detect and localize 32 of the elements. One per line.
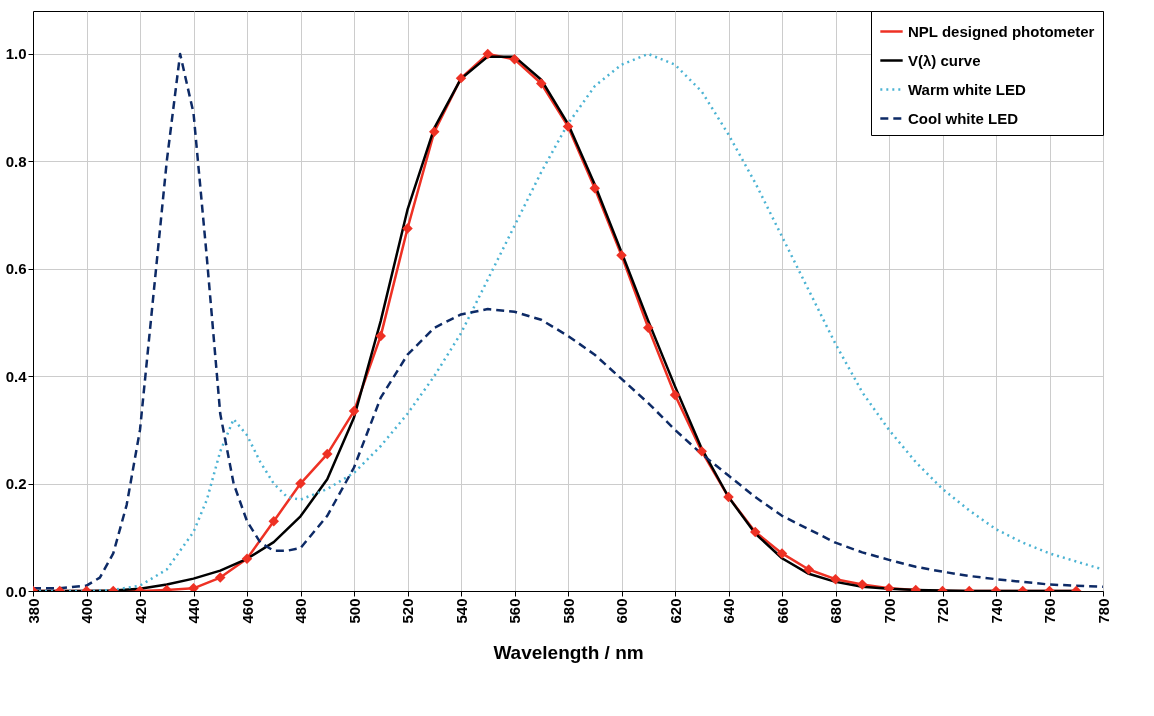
x-tick-label: 620 [666, 598, 684, 624]
x-tick-label: 640 [720, 598, 737, 624]
y-tick-label: 0.0 [5, 582, 27, 600]
legend-label: Warm white LED [908, 80, 1026, 98]
x-tick-label: 780 [1094, 598, 1112, 624]
y-tick-label: 0.2 [5, 475, 27, 493]
y-tick-label: 0.8 [5, 152, 27, 170]
x-tick-label: 420 [131, 598, 149, 624]
x-tick-label: 740 [987, 598, 1005, 624]
x-tick-label: 720 [934, 598, 951, 624]
x-axis-title: Wavelength / nm [493, 641, 644, 663]
x-tick-label: 440 [185, 598, 202, 624]
x-tick-label: 480 [292, 598, 309, 624]
x-tick-label: 660 [773, 598, 791, 624]
x-tick-label: 520 [399, 598, 416, 624]
x-tick-label: 580 [559, 598, 577, 624]
x-tick-label: 560 [506, 598, 523, 624]
legend-label: Cool white LED [908, 109, 1019, 127]
x-tick-label: 380 [24, 598, 42, 624]
legend-label: V(λ) curve [908, 51, 981, 69]
x-tick-label: 600 [613, 598, 630, 624]
x-tick-label: 460 [238, 598, 256, 624]
y-tick-label: 0.4 [5, 367, 28, 385]
x-tick-label: 700 [880, 598, 898, 624]
x-tick-label: 500 [345, 598, 363, 624]
x-tick-label: 760 [1041, 598, 1058, 624]
legend-label: NPL designed photometer [908, 22, 1095, 40]
x-tick-label: 400 [78, 598, 95, 624]
x-tick-label: 680 [827, 598, 844, 624]
x-tick-label: 540 [452, 598, 470, 624]
y-tick-label: 1.0 [5, 45, 27, 63]
y-tick-label: 0.6 [5, 260, 27, 278]
